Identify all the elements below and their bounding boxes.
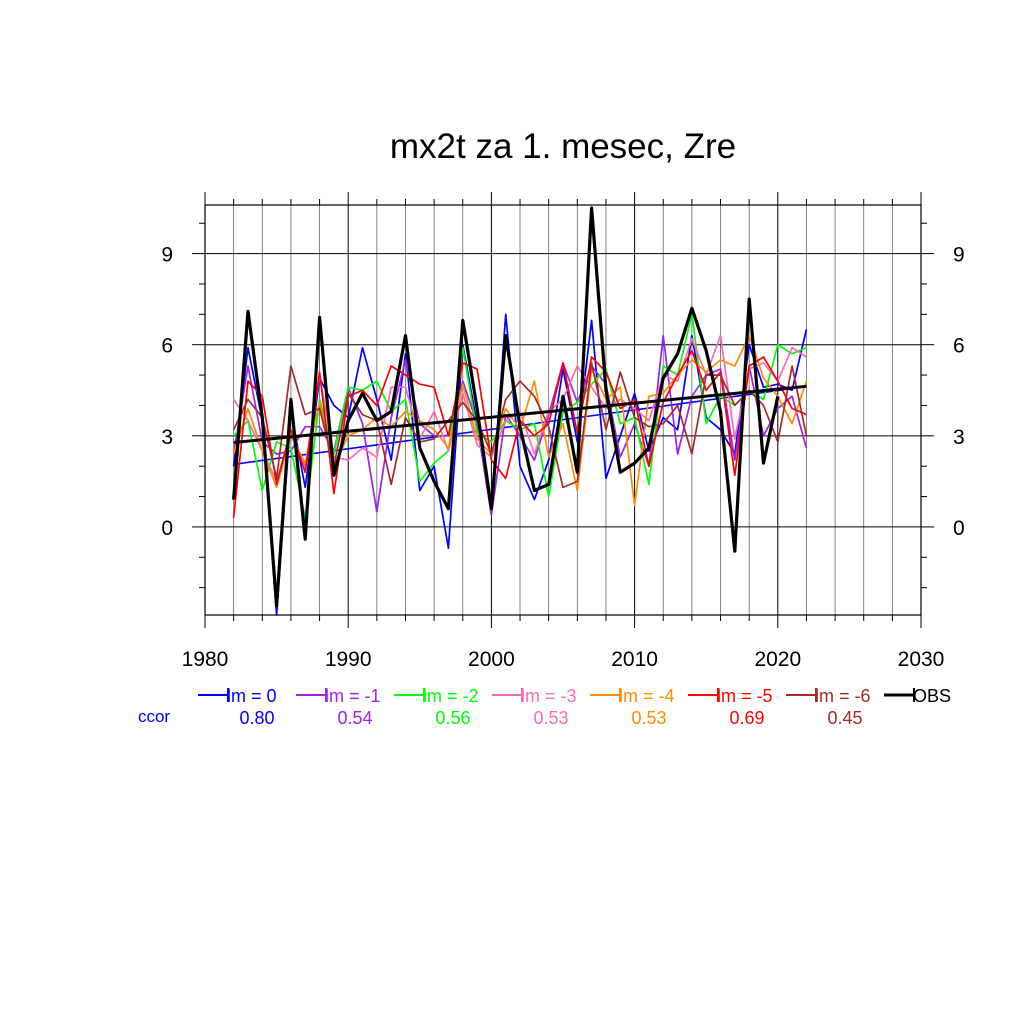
- legend-label: OBS: [913, 686, 951, 706]
- chart-title: mx2t za 1. mesec, Zre: [390, 127, 736, 166]
- legend-label: lm = -6: [815, 686, 871, 706]
- ccor-value: 0.45: [827, 708, 862, 728]
- ccor-value: 0.69: [729, 708, 764, 728]
- ccor-value: 0.54: [337, 708, 372, 728]
- legend-label: lm = -1: [325, 686, 381, 706]
- legend-label: lm = -5: [717, 686, 773, 706]
- y-tick-label-right: 6: [953, 335, 965, 358]
- x-tick-label: 1980: [182, 648, 229, 671]
- ccor-value: 0.53: [533, 708, 568, 728]
- ccor-value: 0.56: [435, 708, 470, 728]
- y-tick-label-left: 0: [161, 517, 173, 540]
- x-tick-label: 2020: [754, 648, 801, 671]
- series-obs: [232, 206, 807, 608]
- legend-label: lm = 0: [227, 686, 277, 706]
- y-tick-label-left: 9: [161, 244, 173, 267]
- legend-label: lm = -3: [521, 686, 577, 706]
- y-tick-label-left: 6: [161, 335, 173, 358]
- x-tick-label: 2000: [468, 648, 515, 671]
- axes: 1980 1990 2000 2010 2020 2030 0 0 3 3 6 6 9 9: [161, 192, 965, 671]
- y-tick-label-right: 9: [953, 244, 965, 267]
- y-tick-label-right: 3: [953, 426, 965, 449]
- x-tick-label: 2030: [898, 648, 945, 671]
- y-tick-label-left: 3: [161, 426, 173, 449]
- x-tick-label: 2010: [611, 648, 658, 671]
- ccor-label: ccor: [138, 707, 170, 726]
- ccor-value: 0.80: [239, 708, 274, 728]
- trend-line: [233, 384, 807, 444]
- series-line: [232, 206, 780, 608]
- plot-frame: [204, 204, 922, 616]
- x-tick-label: 1990: [325, 648, 372, 671]
- series-lines: [232, 206, 808, 616]
- ccor-value: 0.53: [631, 708, 666, 728]
- y-tick-label-right: 0: [953, 517, 965, 540]
- legend-label: lm = -4: [619, 686, 675, 706]
- series-line: [232, 313, 808, 616]
- legend-label: lm = -2: [423, 686, 479, 706]
